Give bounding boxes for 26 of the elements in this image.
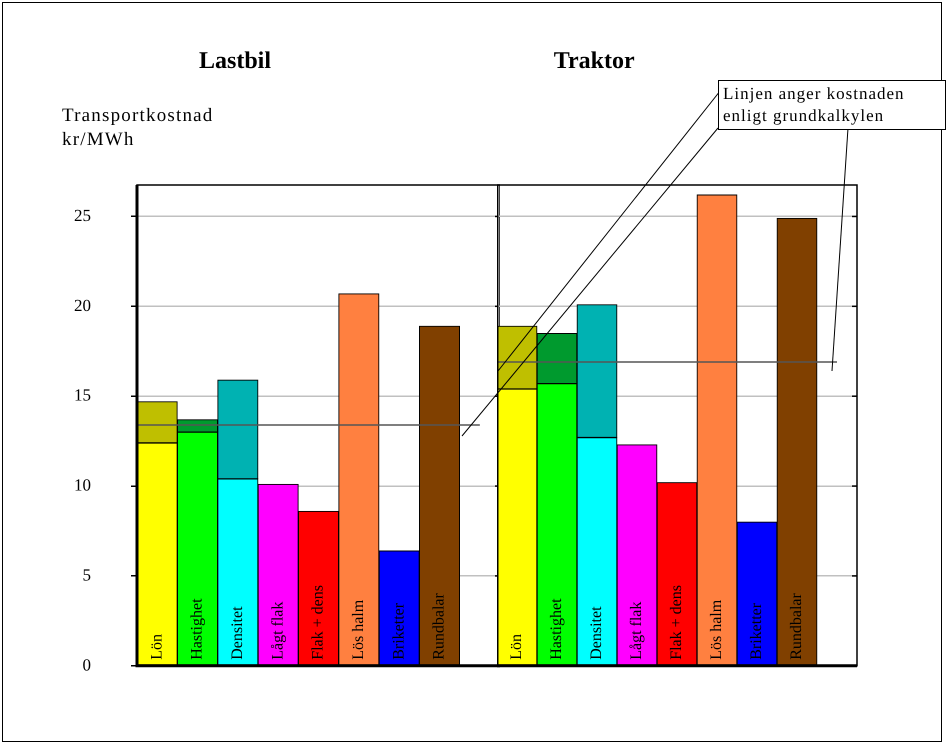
chart-title: Traktor — [554, 48, 635, 74]
category-label: Briketter — [748, 602, 766, 660]
category-label: Hastighet — [188, 598, 206, 660]
y-tick-label: 5 — [82, 565, 91, 584]
y-tick-label: 0 — [82, 655, 91, 674]
category-label: Rundbalar — [788, 593, 806, 660]
y-tick-label: 15 — [74, 386, 91, 405]
category-label: Lön — [148, 634, 166, 660]
category-label: Densitet — [588, 606, 606, 660]
category-label: Flak + dens — [668, 585, 686, 660]
category-label: Flak + dens — [310, 585, 327, 660]
category-label: Lös halm — [708, 600, 726, 660]
category-label: Rundbalar — [430, 593, 448, 660]
category-label: Densitet — [229, 606, 246, 660]
category-label: Lågt flak — [628, 602, 646, 660]
chart-title: Lastbil — [198, 48, 272, 74]
category-label: Lös halm — [350, 600, 368, 660]
category-label: Lön — [508, 634, 526, 660]
text: Linjen anger kostnaden enligt grundkalkylen — [718, 80, 946, 130]
category-label: Lågt flak — [269, 602, 286, 660]
y-axis-title: Transportkostnad kr/MWh — [62, 104, 215, 152]
category-label: Hastighet — [548, 598, 566, 660]
y-tick-label: 25 — [74, 206, 91, 225]
y-tick-label: 10 — [74, 476, 91, 495]
category-label: Briketter — [390, 602, 408, 660]
y-tick-label: 20 — [74, 296, 91, 315]
